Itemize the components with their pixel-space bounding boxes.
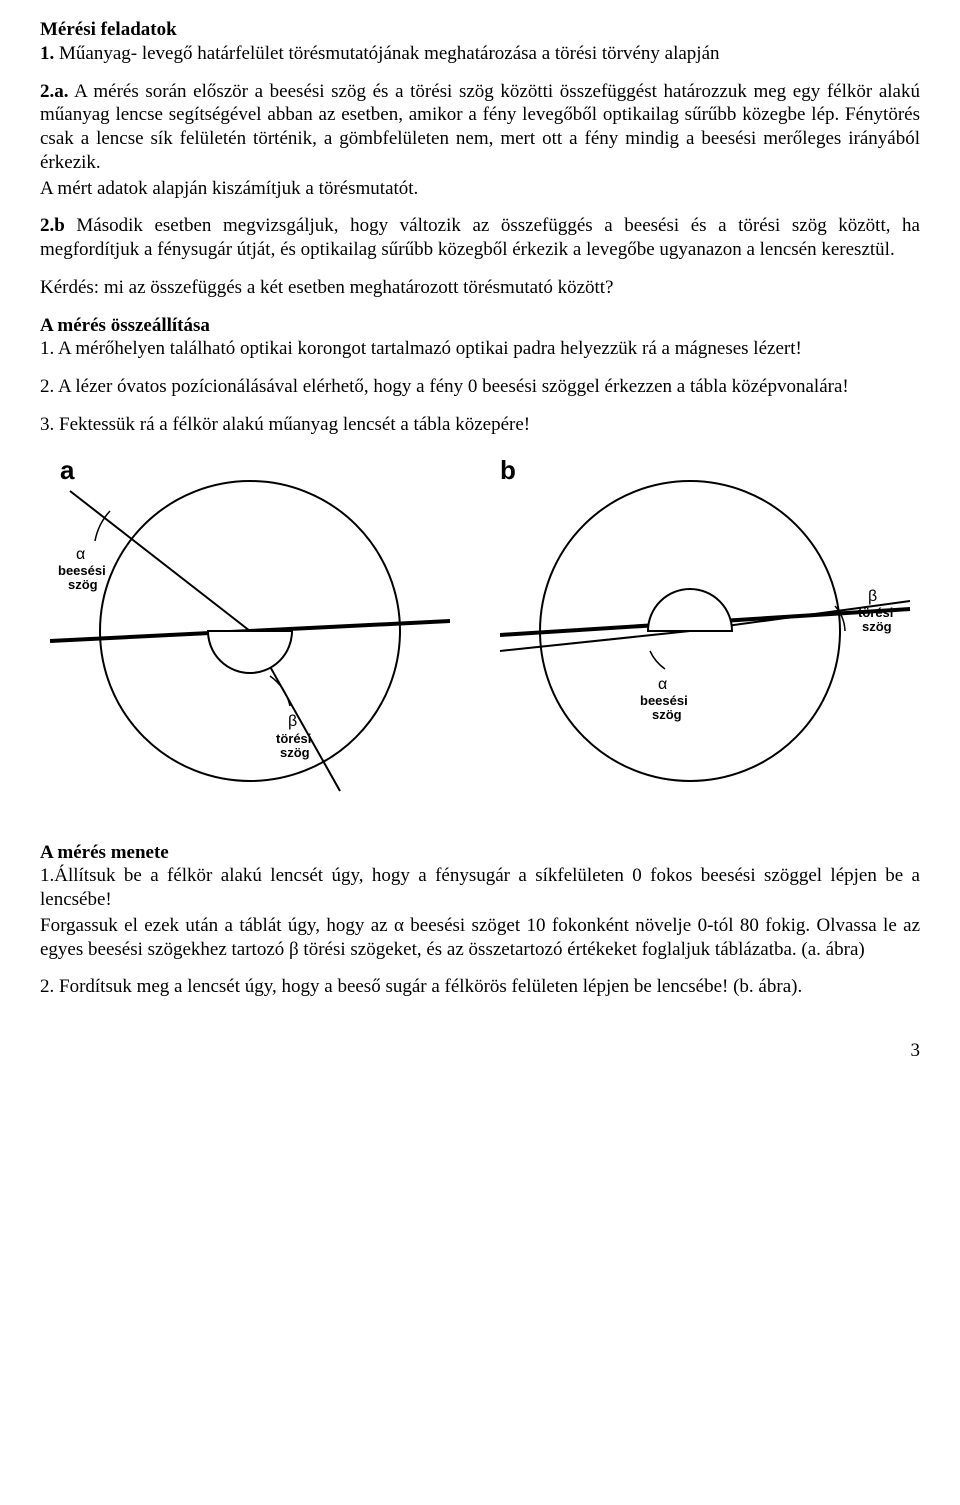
question: Kérdés: mi az összefüggés a két esetben …	[40, 276, 920, 300]
label-b: b	[500, 455, 516, 485]
beesesi-b: beesési	[640, 693, 688, 708]
task1: 1. Műanyag- levegő határfelület törésmut…	[40, 42, 920, 66]
task2a: 2.a. A mérés során először a beesési szö…	[40, 80, 920, 175]
szog-a2: szög	[280, 745, 310, 760]
toresi-b: törési	[858, 605, 893, 620]
toresi-a: törési	[276, 731, 311, 746]
page-number: 3	[40, 1039, 920, 1063]
task2a-line2: A mért adatok alapján kiszámítjuk a töré…	[40, 177, 920, 201]
procedure-heading: A mérés menete	[40, 841, 920, 865]
task2b-text: Második esetben megvizsgáljuk, hogy vált…	[40, 215, 920, 260]
szog-b1: szög	[652, 707, 682, 722]
procedure-step-2: 2. Fordítsuk meg a lencsét úgy, hogy a b…	[40, 975, 920, 999]
alpha-symbol-b: α	[658, 676, 667, 693]
assembly-step-3: 3. Fektessük rá a félkör alakú műanyag l…	[40, 413, 920, 437]
label-a: a	[60, 455, 75, 485]
beta-symbol-a: β	[288, 713, 297, 730]
diagram-b: b α beesési szög β törési szög	[480, 451, 920, 811]
task2a-text: A mérés során először a beesési szög és …	[40, 81, 920, 173]
procedure-step-1b: Forgassuk el ezek után a táblát úgy, hog…	[40, 914, 920, 962]
task1-text: Műanyag- levegő határfelület törésmutató…	[54, 43, 719, 64]
diagram-a: a α beesési szög β törési szög	[40, 451, 460, 811]
assembly-heading: A mérés összeállítása	[40, 314, 920, 338]
beta-symbol-b: β	[868, 588, 877, 605]
procedure-step-1a: 1.Állítsuk be a félkör alakú lencsét úgy…	[40, 864, 920, 912]
beesesi-a: beesési	[58, 563, 106, 578]
szog-a1: szög	[68, 577, 98, 592]
assembly-step-1: 1. A mérőhelyen található optikai korong…	[40, 337, 920, 361]
assembly-step-2: 2. A lézer óvatos pozícionálásával elérh…	[40, 375, 920, 399]
task2a-num: 2.a.	[40, 81, 69, 102]
task2b-num: 2.b	[40, 215, 65, 236]
page-title: Mérési feladatok	[40, 18, 920, 42]
figure-row: a α beesési szög β törési szög b	[40, 451, 920, 811]
alpha-symbol-a: α	[76, 546, 85, 563]
szog-b2: szög	[862, 619, 892, 634]
task1-num: 1.	[40, 43, 54, 64]
task2b: 2.b Második esetben megvizsgáljuk, hogy …	[40, 214, 920, 262]
